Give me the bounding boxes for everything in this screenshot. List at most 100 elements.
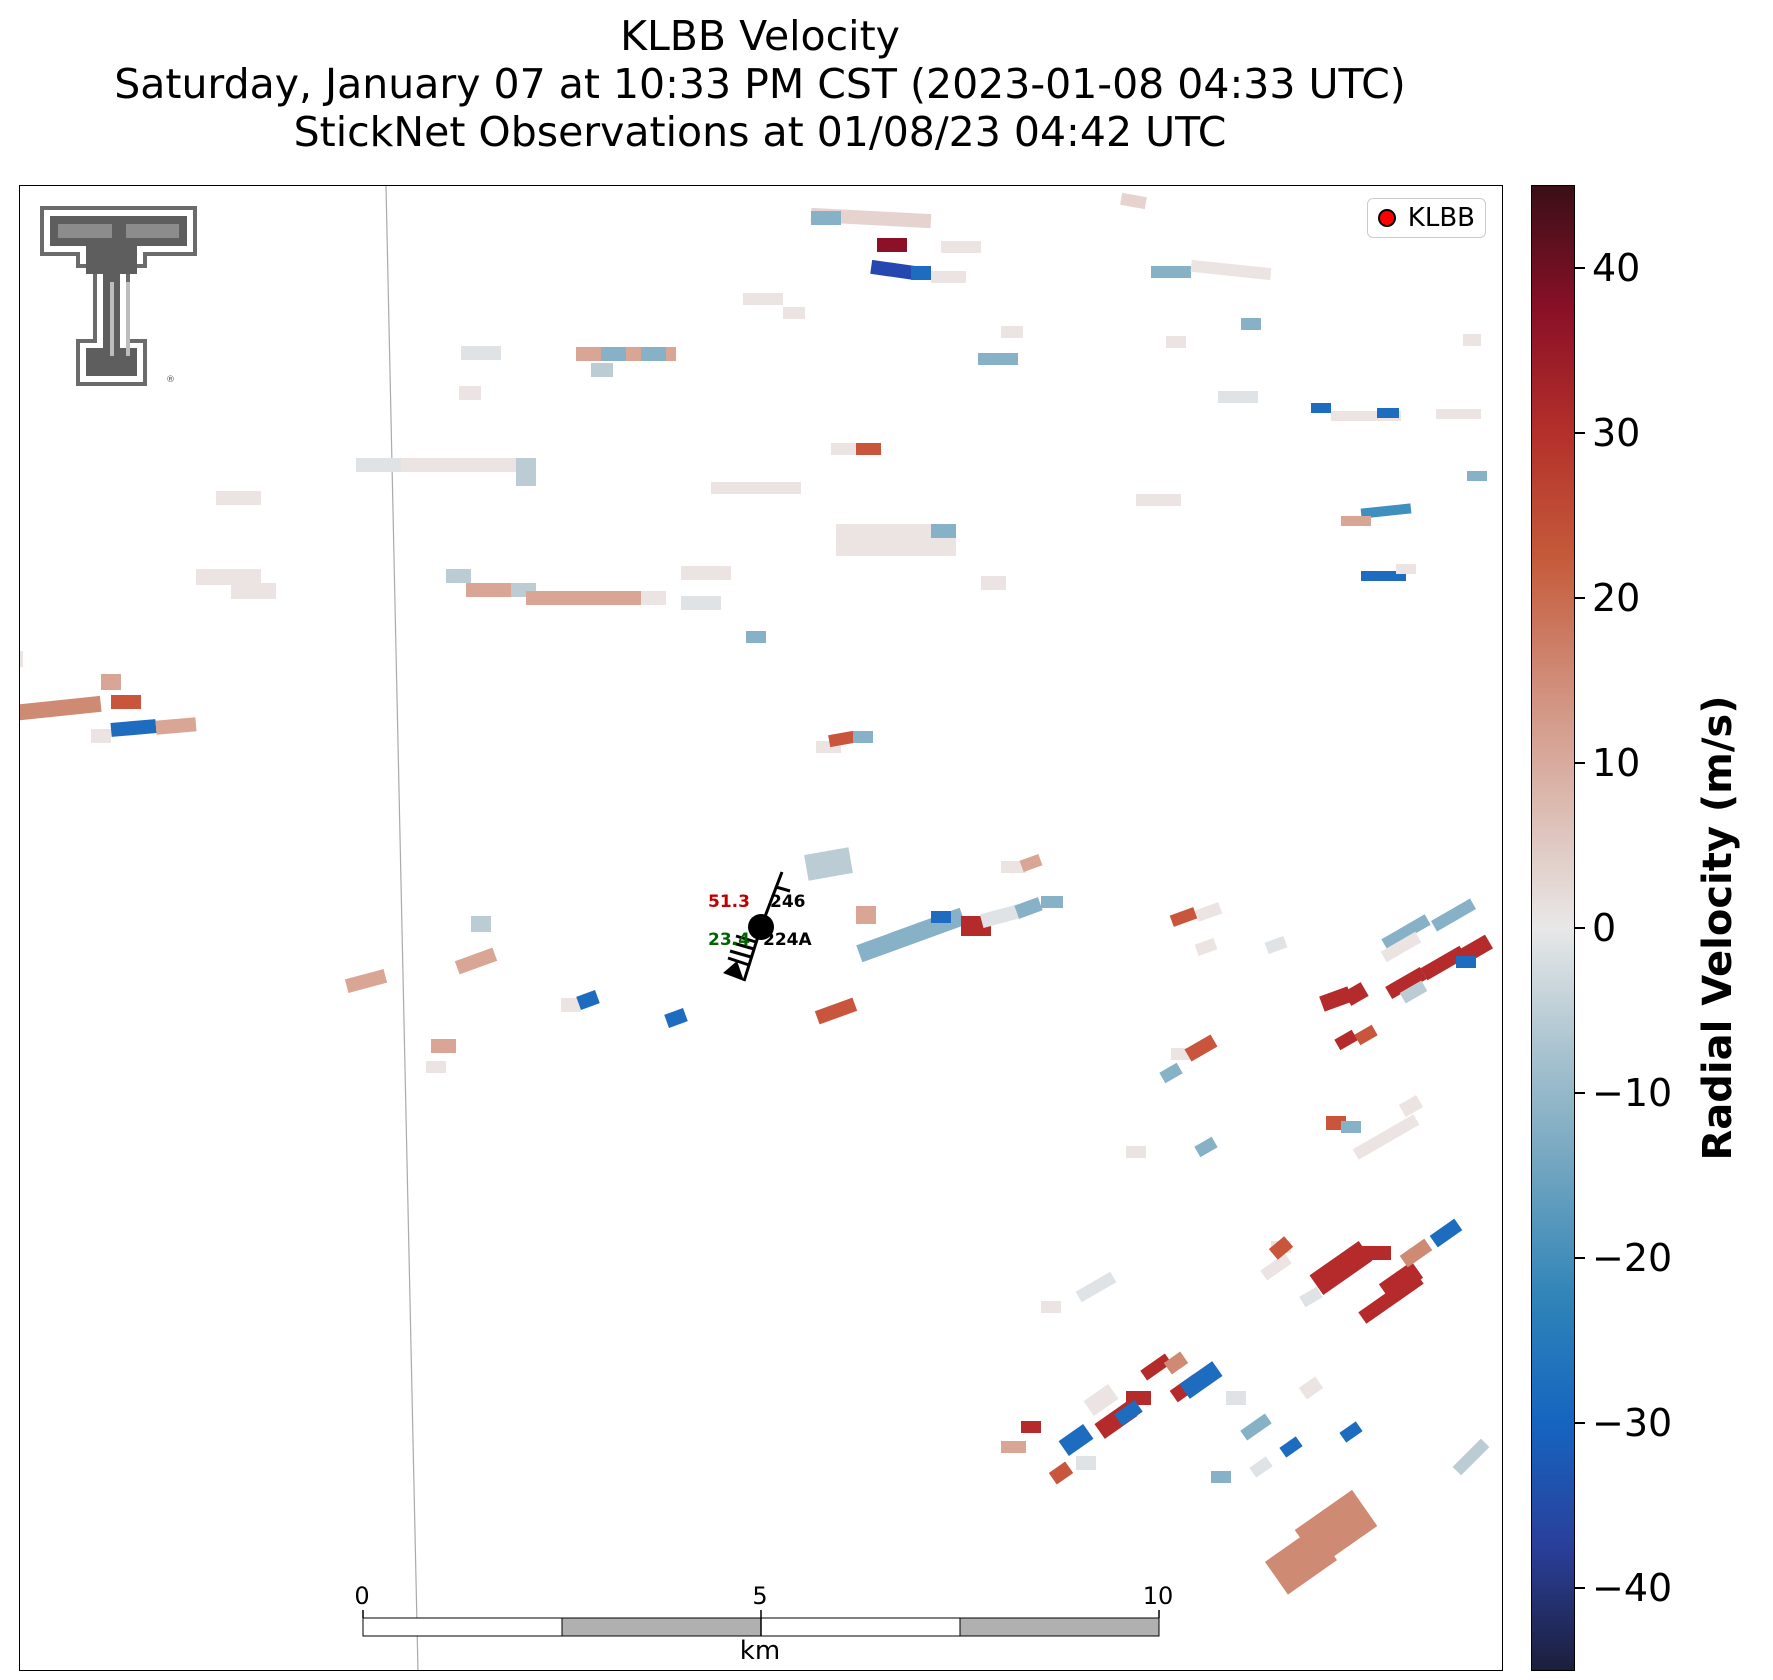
- velocity-gate: [356, 458, 401, 472]
- colorbar-tick-label: 10: [1592, 740, 1641, 785]
- velocity-gate: [1218, 391, 1258, 403]
- velocity-gate: [1361, 571, 1406, 581]
- velocity-gate: [101, 674, 121, 690]
- velocity-gate: [1041, 896, 1063, 908]
- klbb-marker-icon: [1377, 209, 1396, 227]
- colorbar-tick-label: 20: [1592, 575, 1641, 620]
- velocity-gate: [1377, 408, 1399, 418]
- velocity-gate: [681, 596, 721, 610]
- velocity-gate: [561, 998, 581, 1012]
- radar-map-panel[interactable]: 51.3 246 23.4 224A ® KLBB: [19, 185, 1503, 1671]
- velocity-gate: [641, 347, 666, 361]
- velocity-gate: [743, 293, 783, 305]
- velocity-gate: [1019, 853, 1043, 873]
- velocity-gate: [877, 238, 907, 252]
- velocity-gate: [1083, 1384, 1119, 1416]
- velocity-gate: [1343, 982, 1369, 1006]
- title-line-1: KLBB Velocity: [620, 12, 900, 60]
- scale-label-10: 10: [1142, 1582, 1174, 1610]
- legend-label: KLBB: [1407, 203, 1475, 233]
- velocity-gate: [1279, 1436, 1303, 1458]
- station-id: 246: [770, 892, 806, 912]
- velocity-gate: [1298, 1376, 1324, 1400]
- scale-segment: [959, 1617, 1160, 1637]
- scale-segment: [561, 1617, 762, 1637]
- velocity-gate: [1436, 409, 1481, 419]
- velocity-gate: [344, 969, 388, 993]
- title-line-3: StickNet Observations at 01/08/23 04:42 …: [293, 108, 1227, 156]
- velocity-gate: [1431, 898, 1476, 932]
- colorbar-tick: [1575, 266, 1585, 269]
- velocity-gate: [1190, 259, 1272, 281]
- velocity-gate: [941, 241, 981, 253]
- title-line-2: Saturday, January 07 at 10:33 PM CST (20…: [114, 60, 1406, 108]
- velocity-gate: [1358, 1272, 1424, 1324]
- velocity-gate: [1456, 956, 1476, 968]
- velocity-gate: [1309, 1240, 1373, 1296]
- velocity-gate: [1240, 1413, 1272, 1441]
- velocity-gate: [978, 353, 1018, 365]
- velocity-gate: [711, 482, 801, 494]
- map-legend: KLBB: [1366, 198, 1486, 238]
- velocity-gate: [110, 719, 157, 737]
- velocity-gate: [746, 631, 766, 643]
- colorbar-tick-label: −40: [1592, 1566, 1673, 1611]
- velocity-gate: [641, 591, 666, 605]
- velocity-gate: [466, 583, 516, 597]
- colorbar-tick: [1575, 927, 1585, 929]
- velocity-gate: [1041, 1301, 1061, 1313]
- velocity-gate: [591, 363, 613, 377]
- velocity-gate: [1352, 1114, 1420, 1160]
- velocity-gate: [1169, 907, 1198, 927]
- velocity-gate: [831, 443, 856, 455]
- colorbar-tick: [1575, 431, 1585, 434]
- velocity-gate: [1420, 945, 1467, 981]
- velocity-gate: [783, 307, 805, 319]
- velocity-gate: [1452, 1438, 1490, 1476]
- velocity-gate: [1429, 1218, 1463, 1248]
- velocity-colorbar: [1531, 185, 1575, 1671]
- texas-tech-logo-icon: ®: [40, 206, 200, 390]
- velocity-gate: [1194, 902, 1223, 922]
- velocity-gate: [1463, 334, 1481, 346]
- scale-segment: [760, 1617, 961, 1637]
- velocity-gate: [601, 347, 626, 361]
- velocity-gate: [526, 591, 651, 605]
- velocity-gate: [1001, 1441, 1026, 1453]
- velocity-gate: [426, 1061, 446, 1073]
- velocity-gate: [1166, 336, 1186, 348]
- velocity-gate: [155, 717, 197, 735]
- velocity-gate: [20, 651, 23, 667]
- velocity-gate: [1075, 1271, 1117, 1303]
- velocity-gate: [1268, 1236, 1294, 1260]
- velocity-gate: [1126, 1146, 1146, 1158]
- colorbar-tick-label: 0: [1592, 906, 1617, 950]
- velocity-gate: [1381, 914, 1431, 950]
- velocity-gate: [1226, 1391, 1246, 1405]
- velocity-gate: [1249, 1456, 1273, 1478]
- colorbar-tick-label: −10: [1592, 1071, 1673, 1116]
- velocity-gate: [1398, 1094, 1424, 1118]
- title-block: KLBB Velocity Saturday, January 07 at 10…: [0, 12, 1520, 156]
- scale-unit-label: km: [739, 1636, 781, 1666]
- colorbar-title: Radial Velocity (m/s): [1695, 695, 1741, 1161]
- velocity-gate: [1385, 966, 1427, 1000]
- scale-label-0: 0: [354, 1582, 370, 1610]
- velocity-gate: [1021, 1421, 1041, 1433]
- colorbar-tick: [1575, 1092, 1585, 1095]
- velocity-gate: [851, 443, 881, 455]
- velocity-gate: [870, 259, 917, 281]
- velocity-gate: [431, 1039, 456, 1053]
- colorbar-tick: [1575, 596, 1585, 599]
- velocity-gate: [111, 695, 141, 709]
- velocity-gate: [979, 904, 1023, 928]
- velocity-gate: [931, 911, 951, 923]
- velocity-gate: [1341, 516, 1371, 526]
- county-boundary-line: [385, 186, 419, 1670]
- velocity-gate: [1194, 1136, 1218, 1158]
- velocity-gate: [446, 569, 471, 583]
- velocity-gate: [1467, 471, 1487, 481]
- colorbar-tick: [1575, 761, 1585, 764]
- velocity-gate: [1354, 1024, 1378, 1046]
- station-dewpoint: 23.4: [708, 930, 750, 950]
